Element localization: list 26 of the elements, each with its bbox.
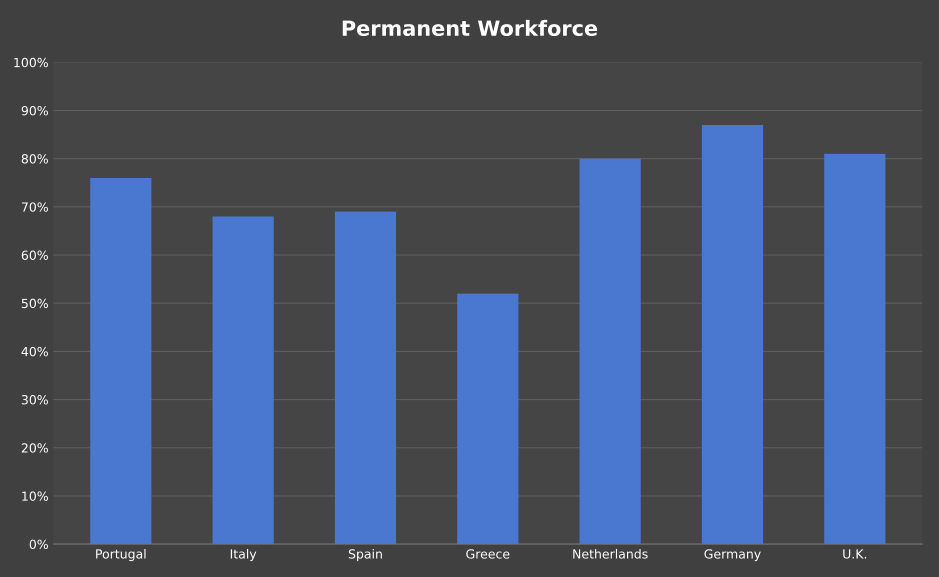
chart-title: Permanent Workforce bbox=[342, 20, 598, 36]
x-tick-label: Greece bbox=[466, 549, 510, 559]
bar bbox=[702, 124, 764, 544]
bar bbox=[212, 216, 274, 544]
bar bbox=[580, 158, 641, 544]
bar bbox=[457, 294, 518, 544]
bar bbox=[824, 154, 886, 544]
y-tick-label: 20% bbox=[22, 443, 48, 453]
y-tick-label: 10% bbox=[22, 491, 48, 501]
x-tick-label: Italy bbox=[230, 548, 256, 562]
x-tick-label: Netherlands bbox=[573, 548, 648, 559]
x-tick-label: Spain bbox=[348, 548, 382, 562]
y-tick-label: 50% bbox=[22, 298, 48, 308]
y-tick-label: 70% bbox=[22, 202, 48, 212]
y-tick-label: 60% bbox=[22, 250, 48, 260]
bar bbox=[90, 178, 152, 544]
x-tick-label: U.K. bbox=[843, 549, 866, 559]
x-tick-label: Germany bbox=[704, 549, 761, 562]
y-tick-label: 30% bbox=[22, 395, 48, 404]
y-tick-label: 90% bbox=[22, 106, 48, 116]
y-tick-label: 100% bbox=[14, 58, 48, 68]
y-tick-label: 40% bbox=[21, 346, 48, 356]
y-tick-label: 80% bbox=[22, 154, 48, 164]
x-tick-label: Portugal bbox=[96, 548, 146, 562]
y-tick-label: 0% bbox=[30, 540, 48, 550]
bar bbox=[334, 212, 396, 544]
